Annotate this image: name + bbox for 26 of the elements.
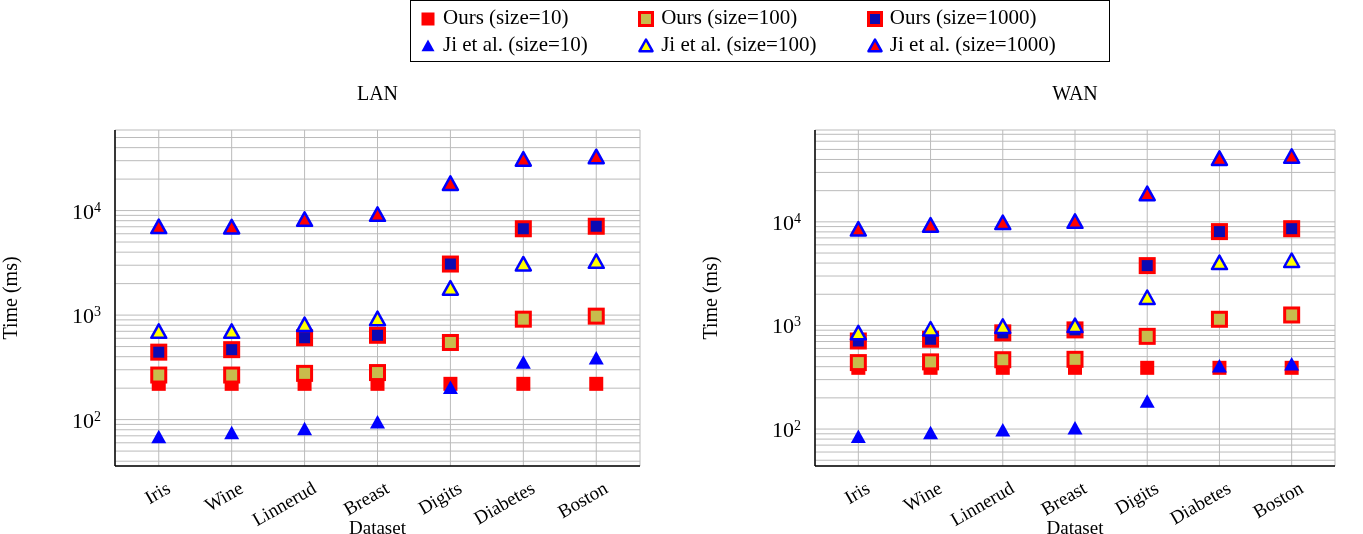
- x-tick-label: Digits: [1111, 477, 1163, 519]
- legend-label: Ji et al. (size=1000): [889, 32, 1056, 57]
- y-axis-title: Time (ms): [0, 256, 23, 340]
- chart-title: LAN: [355, 82, 400, 106]
- x-tick-label: Digits: [414, 477, 466, 519]
- y-tick-label: 10$^{2}$: [772, 417, 801, 443]
- y-tick-label: 10$^{4}$: [772, 209, 801, 235]
- x-tick-label: Iris: [141, 477, 174, 508]
- y-tick-label: 10$^{4}$: [72, 198, 101, 224]
- x-axis-title: Dataset: [349, 517, 407, 534]
- x-tick-label: Wine: [200, 477, 247, 516]
- legend-label: Ours (size=10): [443, 5, 569, 30]
- y-tick-label: 10$^{3}$: [772, 313, 801, 339]
- legend-label: Ji et al. (size=100): [661, 32, 817, 57]
- x-tick-label: Iris: [840, 477, 874, 508]
- y-tick-label: 10$^{3}$: [72, 303, 101, 329]
- chart-title: WAN: [1051, 82, 1099, 106]
- x-tick-label: Breast: [339, 476, 393, 520]
- y-tick-label: 10$^{2}$: [72, 407, 101, 433]
- x-tick-label: Breast: [1037, 476, 1091, 520]
- legend-label: Ours (size=100): [661, 5, 798, 30]
- x-axis-title: Dataset: [1046, 517, 1105, 534]
- legend-label: Ji et al. (size=10): [443, 32, 588, 57]
- y-axis-title: Time (ms): [699, 256, 723, 340]
- x-tick-label: Wine: [899, 477, 946, 516]
- legend-label: Ours (size=1000): [889, 5, 1037, 30]
